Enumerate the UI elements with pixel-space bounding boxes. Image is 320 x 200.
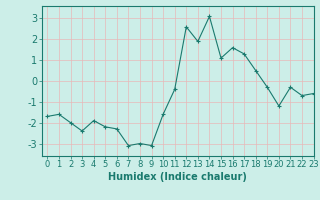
X-axis label: Humidex (Indice chaleur): Humidex (Indice chaleur) xyxy=(108,172,247,182)
